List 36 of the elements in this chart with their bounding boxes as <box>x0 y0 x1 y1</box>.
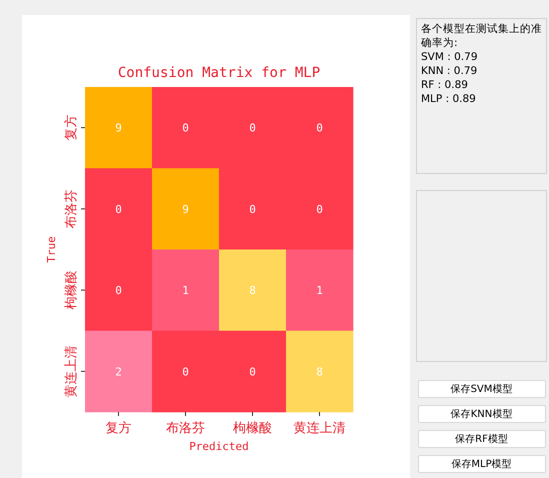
data-label: 8 <box>316 365 323 378</box>
data-label: 2 <box>115 365 122 378</box>
y-tick-label: 枸橼酸 <box>63 270 78 310</box>
text: MLP : 0.89 <box>421 92 477 106</box>
data-label: 0 <box>182 122 189 135</box>
y-tick-label: 布洛芬 <box>63 189 78 228</box>
data-label: 1 <box>316 284 323 298</box>
data-label: 0 <box>316 202 323 216</box>
text: 保存SVM模型 <box>418 380 546 398</box>
data-label: 1 <box>182 284 189 298</box>
data-label: 0 <box>249 365 256 378</box>
x-axis-title: Predicted <box>189 440 249 453</box>
data-label: 0 <box>249 122 256 135</box>
data-label: 9 <box>182 202 189 216</box>
text: KNN : 0.79 <box>421 64 478 78</box>
data-label: 0 <box>249 202 256 216</box>
text: RF : 0.89 <box>421 78 469 92</box>
x-tick-label: 黄连上清 <box>294 420 346 435</box>
data-label: 9 <box>115 122 122 135</box>
text: 各个模型在测试集上的准确率为: <box>421 22 542 50</box>
data-label: 0 <box>182 365 189 378</box>
y-axis-title: True <box>45 236 58 263</box>
data-label: 0 <box>115 284 122 298</box>
data-label: 8 <box>249 284 256 298</box>
x-tick-label: 布洛芬 <box>166 420 205 435</box>
data-label: 0 <box>115 202 122 216</box>
x-tick-label: 枸橼酸 <box>233 420 272 435</box>
x-tick-label: 复方 <box>106 420 132 435</box>
text: 保存MLP模型 <box>418 455 546 473</box>
text: SVM : 0.79 <box>421 50 478 64</box>
text: 保存KNN模型 <box>418 405 546 423</box>
data-label: 0 <box>316 122 323 135</box>
y-tick-label: 黄连上清 <box>63 345 78 398</box>
text: 保存RF模型 <box>418 430 546 448</box>
chart-title: Confusion Matrix for MLP <box>118 65 320 81</box>
y-tick-label: 复方 <box>63 114 78 141</box>
